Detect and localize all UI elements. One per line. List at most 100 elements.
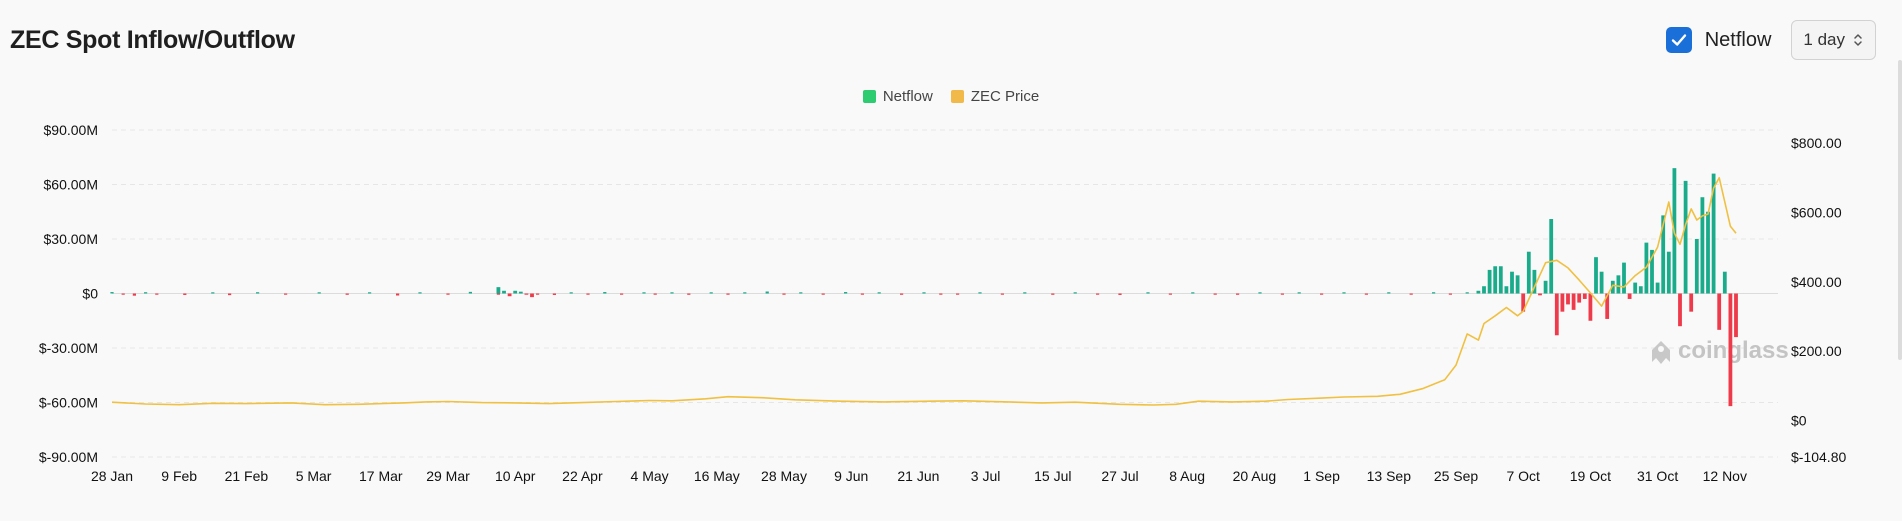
netflow-bar [507, 293, 512, 297]
left-y-tick-label: $30.00M [44, 231, 98, 247]
right-y-tick-label: $200.00 [1791, 343, 1842, 359]
netflow-bar [670, 292, 674, 294]
x-tick-label: 1 Sep [1303, 468, 1340, 484]
netflow-bar [1610, 280, 1615, 294]
x-tick-label: 9 Feb [161, 468, 197, 484]
x-tick-label: 9 Jun [834, 468, 868, 484]
netflow-bar [900, 293, 904, 295]
netflow-bar [687, 293, 691, 295]
legend-item-netflow[interactable]: Netflow [862, 88, 933, 105]
netflow-bar [1510, 271, 1514, 294]
x-tick-label: 28 May [761, 468, 807, 484]
x-tick-label: 8 Aug [1169, 468, 1205, 484]
watermark-icon-eye [1658, 346, 1664, 352]
netflow-bar [1717, 293, 1722, 330]
x-tick-label: 4 May [631, 468, 669, 484]
x-tick-label: 13 Sep [1367, 468, 1412, 484]
netflow-bar [1387, 292, 1391, 294]
x-tick-label: 15 Jul [1034, 468, 1071, 484]
netflow-bar [1280, 293, 1284, 295]
netflow-bar [1622, 262, 1626, 294]
netflow-bar [1706, 211, 1710, 294]
netflow-bar [1096, 293, 1100, 295]
netflow-bar [446, 293, 450, 295]
netflow-bar [1566, 293, 1570, 305]
netflow-bar [1571, 293, 1576, 310]
x-tick-label: 20 Aug [1233, 468, 1277, 484]
x-tick-label: 22 Apr [562, 468, 603, 484]
right-y-axis: $800.00 $600.00 $400.00 $200.00 $0 $-104.80 [1791, 135, 1846, 465]
netflow-bar [1432, 292, 1436, 294]
legend-swatch-price [950, 90, 964, 103]
x-tick-label: 7 Oct [1506, 468, 1540, 484]
left-y-tick-label: $-90.00M [39, 449, 98, 465]
page-scrollbar[interactable] [1898, 60, 1902, 360]
netflow-bar [1689, 293, 1694, 312]
netflow-bar [642, 292, 646, 294]
netflow-bar [1236, 293, 1240, 295]
netflow-bar [1051, 293, 1055, 295]
netflow-checkbox[interactable] [1665, 27, 1692, 53]
x-tick-label: 21 Feb [225, 468, 269, 484]
netflow-bar [1554, 293, 1559, 336]
netflow-bar [211, 292, 215, 294]
netflow-bar [1448, 293, 1452, 295]
x-tick-label: 31 Oct [1637, 468, 1678, 484]
netflow-bar [132, 293, 136, 296]
left-y-tick-label: $60.00M [44, 177, 98, 193]
left-y-tick-label: $-60.00M [39, 395, 98, 411]
netflow-bar [468, 291, 472, 294]
netflow-bar [536, 293, 540, 295]
chart-legend: Netflow ZEC Price [0, 88, 1902, 105]
netflow-bar [155, 293, 159, 295]
netflow-bar [1073, 292, 1077, 294]
right-y-tick-label: $-104.80 [1791, 449, 1846, 465]
netflow-bar [552, 293, 556, 295]
page-title: ZEC Spot Inflow/Outflow [10, 26, 295, 54]
legend-item-price[interactable]: ZEC Price [950, 88, 1040, 105]
netflow-bar [256, 292, 260, 294]
netflow-bar [1342, 292, 1346, 294]
netflow-bar [284, 293, 288, 295]
netflow-bar [1627, 293, 1632, 299]
x-tick-label: 28 Jan [91, 468, 133, 484]
x-tick-label: 19 Oct [1570, 468, 1611, 484]
netflow-bar [1588, 293, 1593, 321]
netflow-bar [1650, 249, 1654, 294]
left-y-tick-label: $90.00M [44, 122, 98, 138]
netflow-bar [569, 292, 573, 294]
netflow-bar [1498, 266, 1503, 294]
netflow-bar [653, 293, 657, 295]
netflow-bar [496, 287, 501, 294]
price-line-group [111, 176, 1737, 406]
netflow-bar [1213, 293, 1217, 295]
netflow-bar [183, 293, 187, 295]
netflow-bar [1258, 292, 1262, 294]
netflow-bar [1734, 293, 1738, 338]
updown-chevron-icon [1854, 34, 1862, 46]
netflow-bar [121, 293, 125, 295]
x-tick-label: 21 Jun [897, 468, 939, 484]
netflow-bar [726, 293, 730, 295]
legend-label-price: ZEC Price [970, 88, 1040, 105]
netflow-bar [144, 292, 148, 294]
netflow-bar [1476, 290, 1481, 294]
watermark-icon [1652, 341, 1670, 364]
netflow-bar [1582, 293, 1587, 299]
netflow-bar [1023, 292, 1027, 294]
netflow-bar [620, 293, 624, 295]
netflow-bar [1616, 275, 1621, 294]
netflow-bar [1482, 286, 1486, 294]
netflow-bar [110, 292, 114, 294]
interval-select[interactable]: 1 day [1791, 20, 1876, 60]
netflow-bar [1146, 292, 1150, 294]
netflow-bar [1711, 173, 1716, 294]
x-tick-label: 25 Sep [1434, 468, 1479, 484]
netflow-bar [1320, 293, 1324, 295]
right-y-tick-label: $800.00 [1791, 135, 1842, 151]
x-tick-label: 16 May [694, 468, 740, 484]
netflow-bar [1728, 293, 1733, 407]
netflow-toggle[interactable]: Netflow [1665, 27, 1771, 53]
netflow-bar [530, 293, 534, 298]
